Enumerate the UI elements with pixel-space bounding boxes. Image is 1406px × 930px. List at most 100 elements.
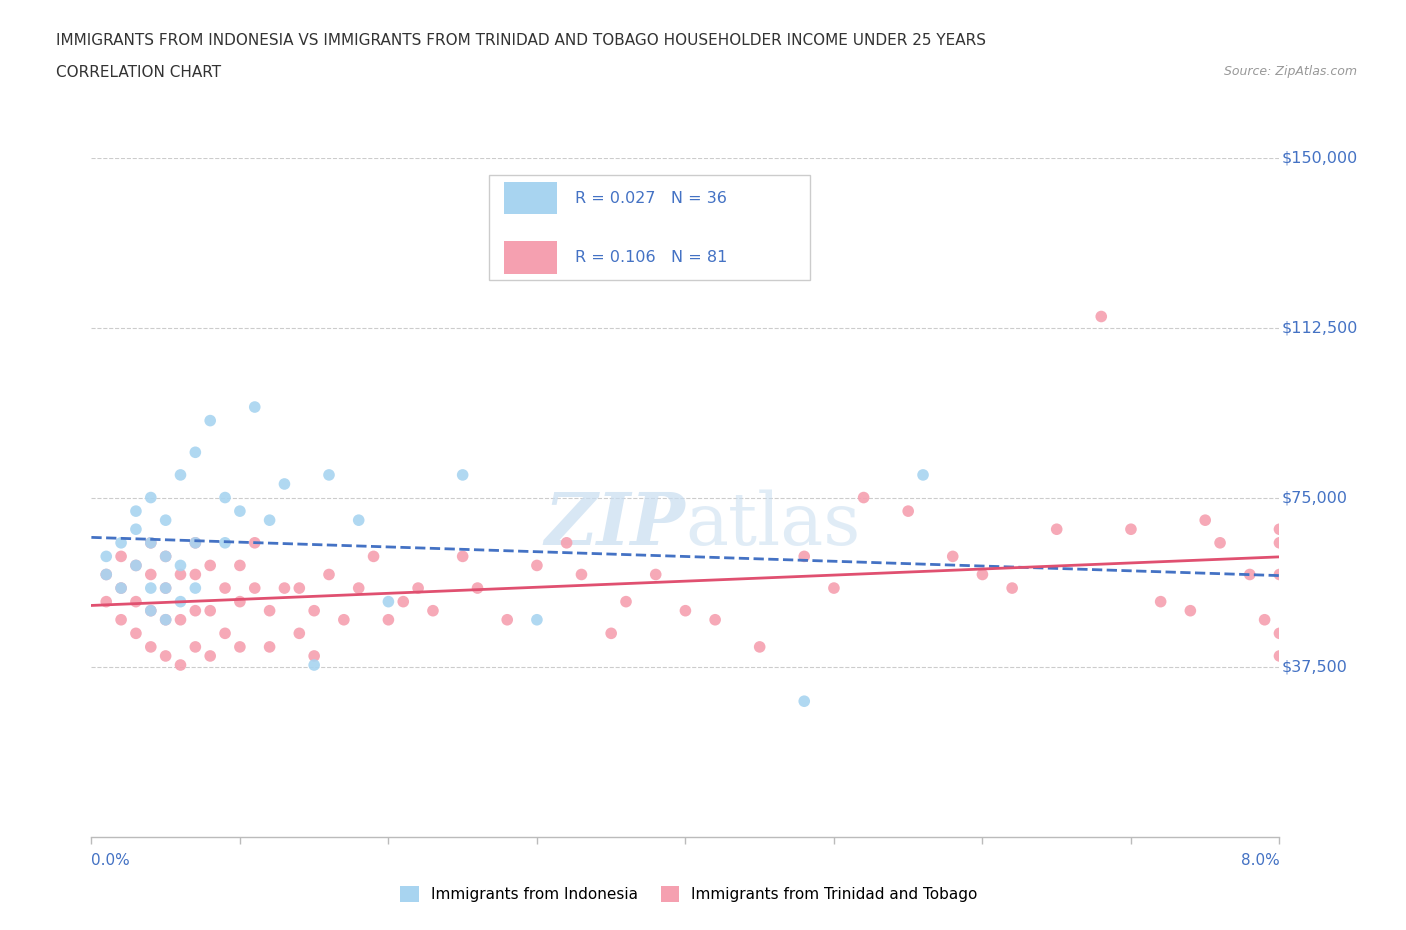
- Point: [125, 594, 148, 609]
- Text: IMMIGRANTS FROM INDONESIA VS IMMIGRANTS FROM TRINIDAD AND TOBAGO HOUSEHOLDER INC: IMMIGRANTS FROM INDONESIA VS IMMIGRANTS …: [56, 33, 986, 47]
- Point: [200, 558, 222, 573]
- Point: [169, 567, 191, 582]
- Point: [155, 612, 177, 627]
- Point: [318, 567, 340, 582]
- Point: [1046, 522, 1069, 537]
- Point: [793, 694, 815, 709]
- Point: [302, 658, 325, 672]
- Point: [229, 640, 252, 655]
- Point: [200, 413, 222, 428]
- Point: [155, 648, 177, 663]
- Point: [184, 580, 207, 595]
- Point: [214, 580, 236, 595]
- Point: [1001, 580, 1024, 595]
- Point: [96, 549, 118, 564]
- Text: CORRELATION CHART: CORRELATION CHART: [56, 65, 221, 80]
- Point: [259, 604, 281, 618]
- Point: [852, 490, 875, 505]
- Point: [942, 549, 965, 564]
- Point: [451, 468, 474, 483]
- Point: [318, 468, 340, 483]
- Point: [184, 536, 207, 551]
- Point: [110, 580, 132, 595]
- Point: [96, 594, 118, 609]
- Point: [1268, 522, 1291, 537]
- Point: [139, 536, 162, 551]
- Point: [139, 536, 162, 551]
- Point: [214, 536, 236, 551]
- Point: [288, 626, 311, 641]
- Point: [139, 580, 162, 595]
- Point: [347, 512, 370, 527]
- Point: [184, 640, 207, 655]
- Point: [139, 490, 162, 505]
- Point: [526, 558, 548, 573]
- Point: [555, 536, 578, 551]
- Point: [288, 580, 311, 595]
- Point: [392, 594, 415, 609]
- Point: [96, 567, 118, 582]
- Point: [571, 567, 593, 582]
- Point: [1239, 567, 1261, 582]
- Point: [422, 604, 444, 618]
- Point: [229, 594, 252, 609]
- Text: R = 0.027   N = 36: R = 0.027 N = 36: [575, 191, 727, 206]
- Point: [169, 558, 191, 573]
- Point: [347, 580, 370, 595]
- Point: [1209, 536, 1232, 551]
- Bar: [503, 182, 557, 215]
- Point: [139, 604, 162, 618]
- Text: $37,500: $37,500: [1282, 659, 1348, 675]
- Point: [972, 567, 994, 582]
- Point: [184, 445, 207, 459]
- Point: [1268, 626, 1291, 641]
- Bar: [503, 241, 557, 273]
- Point: [184, 536, 207, 551]
- Point: [259, 512, 281, 527]
- Point: [496, 612, 519, 627]
- Point: [273, 580, 295, 595]
- Point: [377, 594, 399, 609]
- Point: [897, 504, 920, 519]
- Point: [139, 567, 162, 582]
- Text: $150,000: $150,000: [1282, 151, 1358, 166]
- Point: [139, 604, 162, 618]
- Point: [377, 612, 399, 627]
- Point: [243, 400, 266, 415]
- Text: 8.0%: 8.0%: [1240, 853, 1279, 868]
- Point: [125, 558, 148, 573]
- Point: [704, 612, 727, 627]
- Text: Source: ZipAtlas.com: Source: ZipAtlas.com: [1223, 65, 1357, 78]
- Point: [155, 580, 177, 595]
- Point: [526, 612, 548, 627]
- Point: [1149, 594, 1171, 609]
- Point: [1253, 612, 1275, 627]
- Point: [110, 612, 132, 627]
- Point: [184, 567, 207, 582]
- Point: [214, 490, 236, 505]
- Text: 0.0%: 0.0%: [91, 853, 131, 868]
- Point: [155, 549, 177, 564]
- Point: [823, 580, 845, 595]
- Point: [169, 658, 191, 672]
- Point: [169, 612, 191, 627]
- Point: [793, 549, 815, 564]
- Point: [229, 558, 252, 573]
- Text: $75,000: $75,000: [1282, 490, 1348, 505]
- Point: [363, 549, 385, 564]
- Point: [125, 522, 148, 537]
- Point: [155, 549, 177, 564]
- Point: [155, 612, 177, 627]
- Point: [110, 549, 132, 564]
- Point: [125, 626, 148, 641]
- Text: ZIP: ZIP: [544, 489, 685, 560]
- Point: [644, 567, 666, 582]
- FancyBboxPatch shape: [489, 175, 810, 280]
- Point: [614, 594, 637, 609]
- Point: [1090, 309, 1112, 324]
- Text: atlas: atlas: [685, 489, 860, 560]
- Point: [184, 604, 207, 618]
- Point: [125, 504, 148, 519]
- Text: R = 0.106   N = 81: R = 0.106 N = 81: [575, 250, 727, 265]
- Point: [273, 476, 295, 491]
